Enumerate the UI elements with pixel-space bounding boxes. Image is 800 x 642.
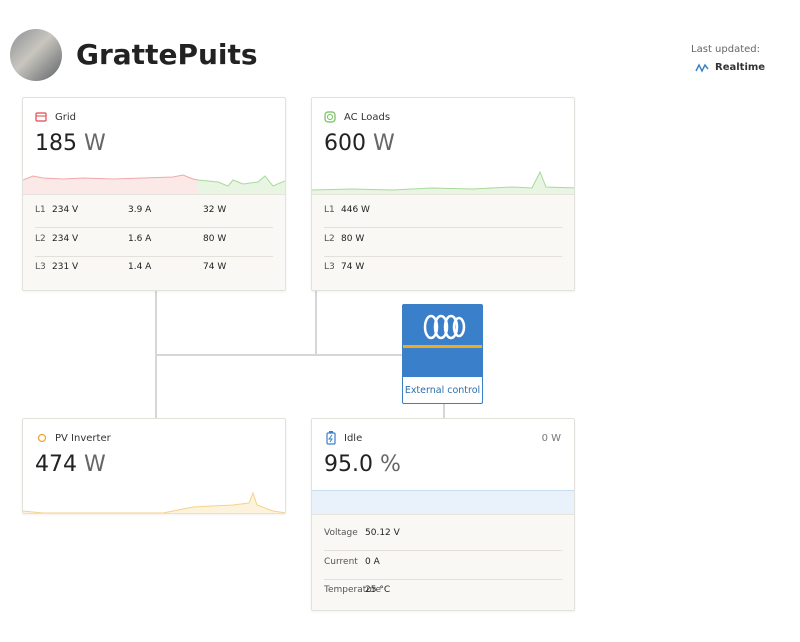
wire [156,354,402,356]
value: 185 [35,131,77,156]
inverter-logo [423,314,466,340]
card-title: Idle [344,433,363,444]
power-value: 600 W [324,131,395,156]
card-title: Grid [55,112,76,123]
row-value: 3.9 A [128,205,152,215]
row-value: 74 W [341,262,365,272]
row-value: 32 W [203,205,227,215]
row-separator [324,227,562,229]
phase-table: L1 446 W L2 80 W L3 74 W [312,194,574,290]
unit: % [379,452,401,477]
row-value: 50.12 V [365,528,400,538]
last-updated-label: Last updated: [691,44,760,55]
pv-inverter-card[interactable]: PV Inverter 474 W [22,418,286,514]
row-separator [324,255,562,257]
card-title: PV Inverter [55,433,111,444]
row-label: L1 [324,205,335,215]
battery-power: 0 W [541,433,561,444]
battery-table: Voltage 50.12 V Current 0 A Temperature 25 °C [312,514,574,610]
row-value: 0 A [365,556,380,567]
unit: W [84,452,106,477]
row-separator [324,578,562,580]
grid-card[interactable]: Grid 185 W L1 234 V 3.9 A 32 W L2 234 V 1.6 A 8… [22,97,286,291]
inverter-box[interactable]: External control [402,304,483,404]
row-value: 1.6 A [128,233,152,244]
row-label: L3 [324,262,335,272]
battery-icon [326,431,336,445]
row-value: 446 W [341,205,370,215]
soc-value: 95.0 % [324,452,401,477]
ac-loads-card[interactable]: AC Loads 600 W L1 446 W L2 80 W L3 74 W [311,97,575,291]
sparkline [312,170,574,194]
row-separator [35,227,273,229]
power-value: 185 W [35,131,106,156]
unit: W [373,131,395,156]
soc-bar [312,490,574,515]
row-value: 234 V [52,233,79,244]
row-value: 25 °C [365,585,391,595]
row-separator [324,550,562,552]
card-title: AC Loads [344,112,391,123]
site-title: GrattePuits [76,38,258,71]
value: 474 [35,452,77,477]
realtime-icon [695,63,709,73]
wire [443,404,445,418]
grid-icon [35,112,47,122]
pv-icon [37,433,47,443]
battery-card[interactable]: Idle 0 W 95.0 % Voltage 50.12 V Current 0 A… [311,418,575,611]
wire [315,291,317,355]
sparkline [23,174,285,194]
value: 95.0 [324,452,373,477]
row-value: 231 V [52,262,79,272]
row-label: L3 [35,262,46,272]
sparkline [23,491,285,513]
ac-loads-icon [324,111,336,123]
power-value: 474 W [35,452,106,477]
row-label: Temperature [324,585,382,595]
phase-table: L1 234 V 3.9 A 32 W L2 234 V 1.6 A 80 W L3 231 V 1… [23,194,285,290]
row-label: Current [324,556,358,567]
realtime-status: Realtime [715,62,766,73]
unit: W [84,131,106,156]
row-value: 74 W [203,262,227,272]
row-value: 234 V [52,205,79,215]
row-label: L2 [35,233,46,244]
value: 600 [324,131,366,156]
row-label: L1 [35,205,46,215]
avatar [10,29,62,81]
row-value: 1.4 A [128,262,152,272]
row-value: 80 W [203,233,227,244]
row-label: L2 [324,233,335,244]
row-separator [35,255,273,257]
inverter-label: External control [404,385,481,396]
row-value: 80 W [341,233,365,244]
row-label: Voltage [324,528,358,538]
inverter-stripe [403,345,482,348]
